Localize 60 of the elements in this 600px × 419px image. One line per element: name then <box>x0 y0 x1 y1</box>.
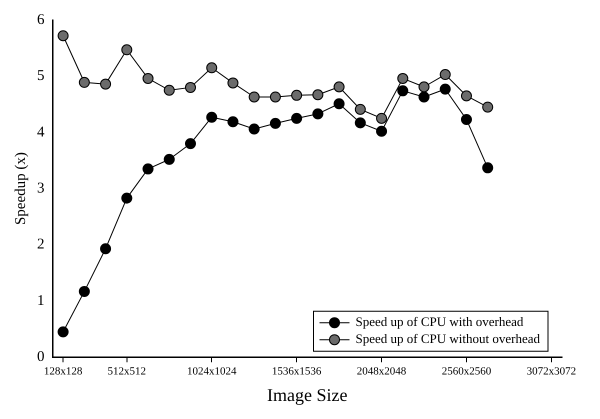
point <box>397 72 408 84</box>
legend-label: Speed up of CPU with overhead <box>356 314 524 330</box>
point <box>142 72 154 84</box>
y-tick-label: 6 <box>37 12 45 28</box>
point <box>397 85 408 96</box>
x-tick-label: 2048x2048 <box>356 366 407 378</box>
point <box>58 30 69 42</box>
point <box>354 117 366 128</box>
y-tick-label: 0 <box>37 349 44 366</box>
point <box>482 162 494 174</box>
x-tick-label: 128x128 <box>44 366 83 378</box>
y-tick-label: 2 <box>37 236 44 253</box>
x-tick-label: 3072x3072 <box>526 366 576 378</box>
point <box>78 76 90 88</box>
y-axis-title: Speedup (x) <box>12 152 29 226</box>
point <box>312 89 324 100</box>
point <box>184 138 196 150</box>
y-tick-label: 4 <box>37 124 45 140</box>
legend-label: Speed up of CPU without overhead <box>356 331 540 346</box>
point <box>248 124 260 135</box>
point <box>334 98 345 110</box>
point <box>270 118 281 129</box>
x-tick-label: 512x512 <box>108 366 146 378</box>
point <box>291 90 302 101</box>
point <box>142 163 154 174</box>
point <box>418 91 430 102</box>
point <box>248 91 260 102</box>
point <box>121 192 132 204</box>
point <box>164 84 175 96</box>
point <box>460 90 472 102</box>
point <box>354 104 366 115</box>
point <box>164 154 175 165</box>
x-tick-label: 1024x1024 <box>186 366 237 378</box>
point <box>78 286 90 297</box>
y-tick-label: 5 <box>37 68 44 84</box>
point <box>206 112 218 123</box>
y-tick-label: 1 <box>37 292 44 309</box>
point <box>100 243 112 254</box>
point <box>334 81 345 92</box>
point <box>291 112 302 124</box>
point <box>227 116 238 128</box>
x-tick-label: 1536x1536 <box>272 366 322 378</box>
point <box>440 84 451 95</box>
point <box>184 82 196 93</box>
point <box>270 91 281 102</box>
point <box>100 78 112 90</box>
point <box>376 126 388 137</box>
point <box>206 62 218 74</box>
point <box>312 108 324 120</box>
point <box>227 77 238 88</box>
point <box>376 112 388 124</box>
x-tick-label: 2560x2560 <box>442 366 492 378</box>
point <box>121 44 132 56</box>
y-tick-label: 3 <box>37 180 44 197</box>
x-axis-title: Image Size <box>267 384 348 405</box>
point <box>418 81 430 92</box>
point <box>460 114 472 125</box>
point <box>440 69 451 80</box>
point <box>58 326 69 338</box>
point <box>482 102 494 113</box>
